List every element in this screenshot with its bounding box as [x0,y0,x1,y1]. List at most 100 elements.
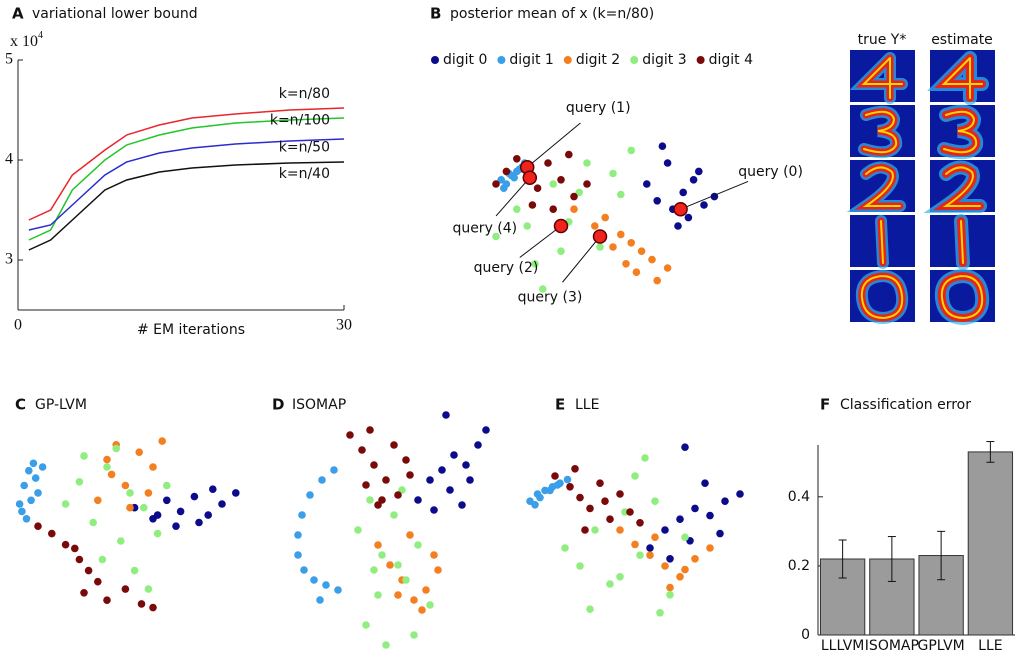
query-leader [527,123,580,167]
point [204,511,212,519]
digit-image [930,105,995,157]
point [653,197,661,205]
point [386,561,394,569]
y-tick-label: 0 [801,627,810,643]
point [583,180,591,188]
point [390,441,398,449]
digit-image [850,215,915,267]
point [426,476,434,484]
point [651,533,659,541]
legend-label: digit 2 [576,52,620,68]
point [112,445,120,453]
point [80,452,88,460]
point [39,463,47,471]
point [99,556,107,564]
series-label: k=n/40 [279,166,330,182]
point [117,537,125,545]
point [330,466,338,474]
x-tick-label: 30 [336,317,352,334]
point [422,586,430,594]
point [149,604,157,612]
point [306,491,314,499]
point [458,501,466,509]
point [570,205,578,213]
point [34,489,42,497]
point [596,243,604,251]
point [736,490,744,498]
legend-marker [431,56,439,64]
point [154,511,162,519]
x-tick-label: GPLVM [918,638,965,654]
panel-letter: D [272,396,284,414]
point [103,596,111,604]
point [334,586,342,594]
point [581,526,589,534]
query-point [594,230,607,243]
y-tick-label: 0.2 [788,558,810,574]
point [523,222,531,230]
point [646,544,654,552]
point [402,576,410,584]
point [591,526,599,534]
point [648,256,656,264]
digit-image [930,160,995,212]
point [606,580,614,588]
point [617,231,625,239]
point [402,456,410,464]
query-label: query (4) [452,221,517,237]
series-label: k=n/80 [279,86,330,102]
point [716,530,724,538]
point [565,151,573,159]
query-leader [520,226,561,258]
point [406,471,414,479]
digit-image [850,270,915,322]
point [27,497,35,505]
point [636,551,644,559]
point [690,176,698,184]
point [706,512,714,520]
point [661,526,669,534]
point [627,239,635,247]
point [94,497,102,505]
point [656,609,664,617]
point [571,465,579,473]
x-tick-label: ISOMAP [865,638,919,654]
point [149,463,157,471]
point [551,472,559,480]
point [48,530,56,538]
digit-image [930,270,995,322]
point [695,168,703,176]
x-axis-label: # EM iterations [137,322,245,338]
point [103,463,111,471]
point [492,180,500,188]
point [362,621,370,629]
legend-label: digit 3 [642,52,686,68]
point [576,562,584,570]
point [80,589,88,597]
point [62,541,70,549]
image-header: estimate [931,32,993,48]
point [163,482,171,490]
point [666,555,674,563]
point [681,533,689,541]
point [681,443,689,451]
point [438,466,446,474]
point [466,476,474,484]
point [390,511,398,519]
legend-marker [697,56,705,64]
point [664,159,672,167]
point [366,426,374,434]
point [450,451,458,459]
point [294,551,302,559]
point [531,501,539,509]
point [601,214,609,222]
query-point [523,171,536,184]
point [549,180,557,188]
point [666,584,674,592]
point [131,567,139,575]
point [20,482,28,490]
point [601,497,609,505]
point [633,268,641,276]
point [418,606,426,614]
query-leader [681,181,749,209]
